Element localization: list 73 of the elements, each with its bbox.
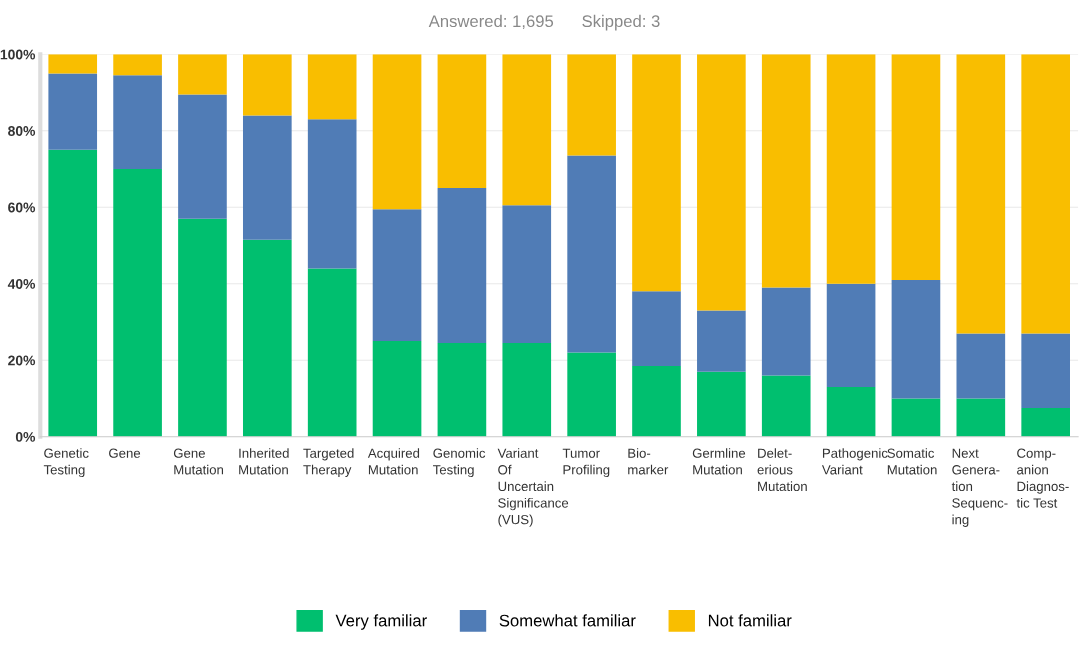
bar: [113, 54, 162, 76]
bar: [48, 73, 98, 150]
text: Answered: 1,695 Skipped: 3: [428, 14, 660, 31]
bar: [891, 54, 941, 280]
x-tick-label: Gene Mutation: [173, 448, 224, 475]
bar: [307, 119, 357, 269]
x-tick-label: Inherited Mutation: [239, 448, 289, 475]
bar: [697, 371, 746, 437]
bar: [372, 54, 422, 210]
x-tick-label: Gene: [109, 448, 141, 458]
bar: [956, 333, 1006, 399]
bar: [1021, 408, 1070, 437]
bar: [307, 54, 357, 120]
bar: [891, 398, 941, 437]
bar: [761, 287, 811, 376]
bar: [956, 54, 1006, 334]
bar: [632, 291, 681, 366]
bar: [1021, 333, 1070, 409]
bar: [567, 352, 616, 437]
bar: [1021, 54, 1070, 334]
bar: [307, 268, 357, 437]
bar: [242, 115, 292, 240]
x-tick-label: Comp- anion Diagnos- tic Test: [1016, 448, 1069, 508]
bar: [437, 343, 487, 437]
legend-label: Very familiar: [335, 614, 427, 630]
x-tick-label: Acquired Mutation: [367, 448, 420, 475]
y-tick-label: 40%: [7, 279, 36, 289]
bar: [242, 239, 292, 437]
bar: [113, 168, 162, 437]
bar: [826, 386, 876, 437]
legend-label: Not familiar: [708, 614, 792, 627]
bar: [372, 341, 422, 437]
bar: [697, 310, 746, 372]
y-tick-label: 0%: [15, 432, 36, 442]
bar: [826, 283, 876, 387]
bar: [437, 54, 487, 189]
x-tick-label: Tumor Profiling: [562, 448, 610, 478]
bar: [178, 54, 227, 95]
y-tick-label: 60%: [8, 202, 36, 213]
x-tick-label: Delet- erious Mutation: [757, 448, 807, 492]
bar: [891, 279, 941, 399]
x-tick-label: Genomic Testing: [433, 448, 486, 478]
x-tick-label: Somatic Mutation: [887, 448, 937, 475]
bar: [632, 365, 681, 437]
bar: [697, 54, 746, 311]
bar: [761, 375, 811, 437]
bar: [502, 343, 552, 437]
bar: [956, 398, 1006, 437]
bar: [242, 54, 292, 116]
bar: [567, 54, 616, 156]
x-tick-label: Germline Mutation: [692, 448, 746, 475]
x-tick-label: Next Genera- tion Sequenc- ing: [951, 448, 1008, 527]
bar: [372, 209, 422, 342]
bar: [48, 149, 98, 437]
bar: [826, 54, 876, 284]
bar: [502, 54, 552, 206]
y-tick-label: 100%: [0, 49, 36, 60]
y-tick-label: 20%: [8, 355, 36, 366]
x-tick-label: Bio- marker: [628, 448, 669, 475]
bar: [632, 54, 681, 292]
x-tick-label: Pathogenic Variant: [821, 448, 888, 475]
bar: [761, 54, 811, 288]
bar: [113, 75, 162, 169]
legend-label: Somewhat familiar: [499, 614, 636, 627]
x-tick-label: Genetic Testing: [43, 448, 89, 478]
bar: [502, 205, 552, 343]
bar: [178, 218, 227, 437]
y-tick-label: 80%: [8, 126, 36, 136]
bar: [48, 54, 98, 74]
bar: [178, 94, 227, 219]
bar: [437, 188, 487, 343]
x-tick-label: Targeted Therapy: [303, 448, 354, 478]
bar: [567, 155, 616, 353]
